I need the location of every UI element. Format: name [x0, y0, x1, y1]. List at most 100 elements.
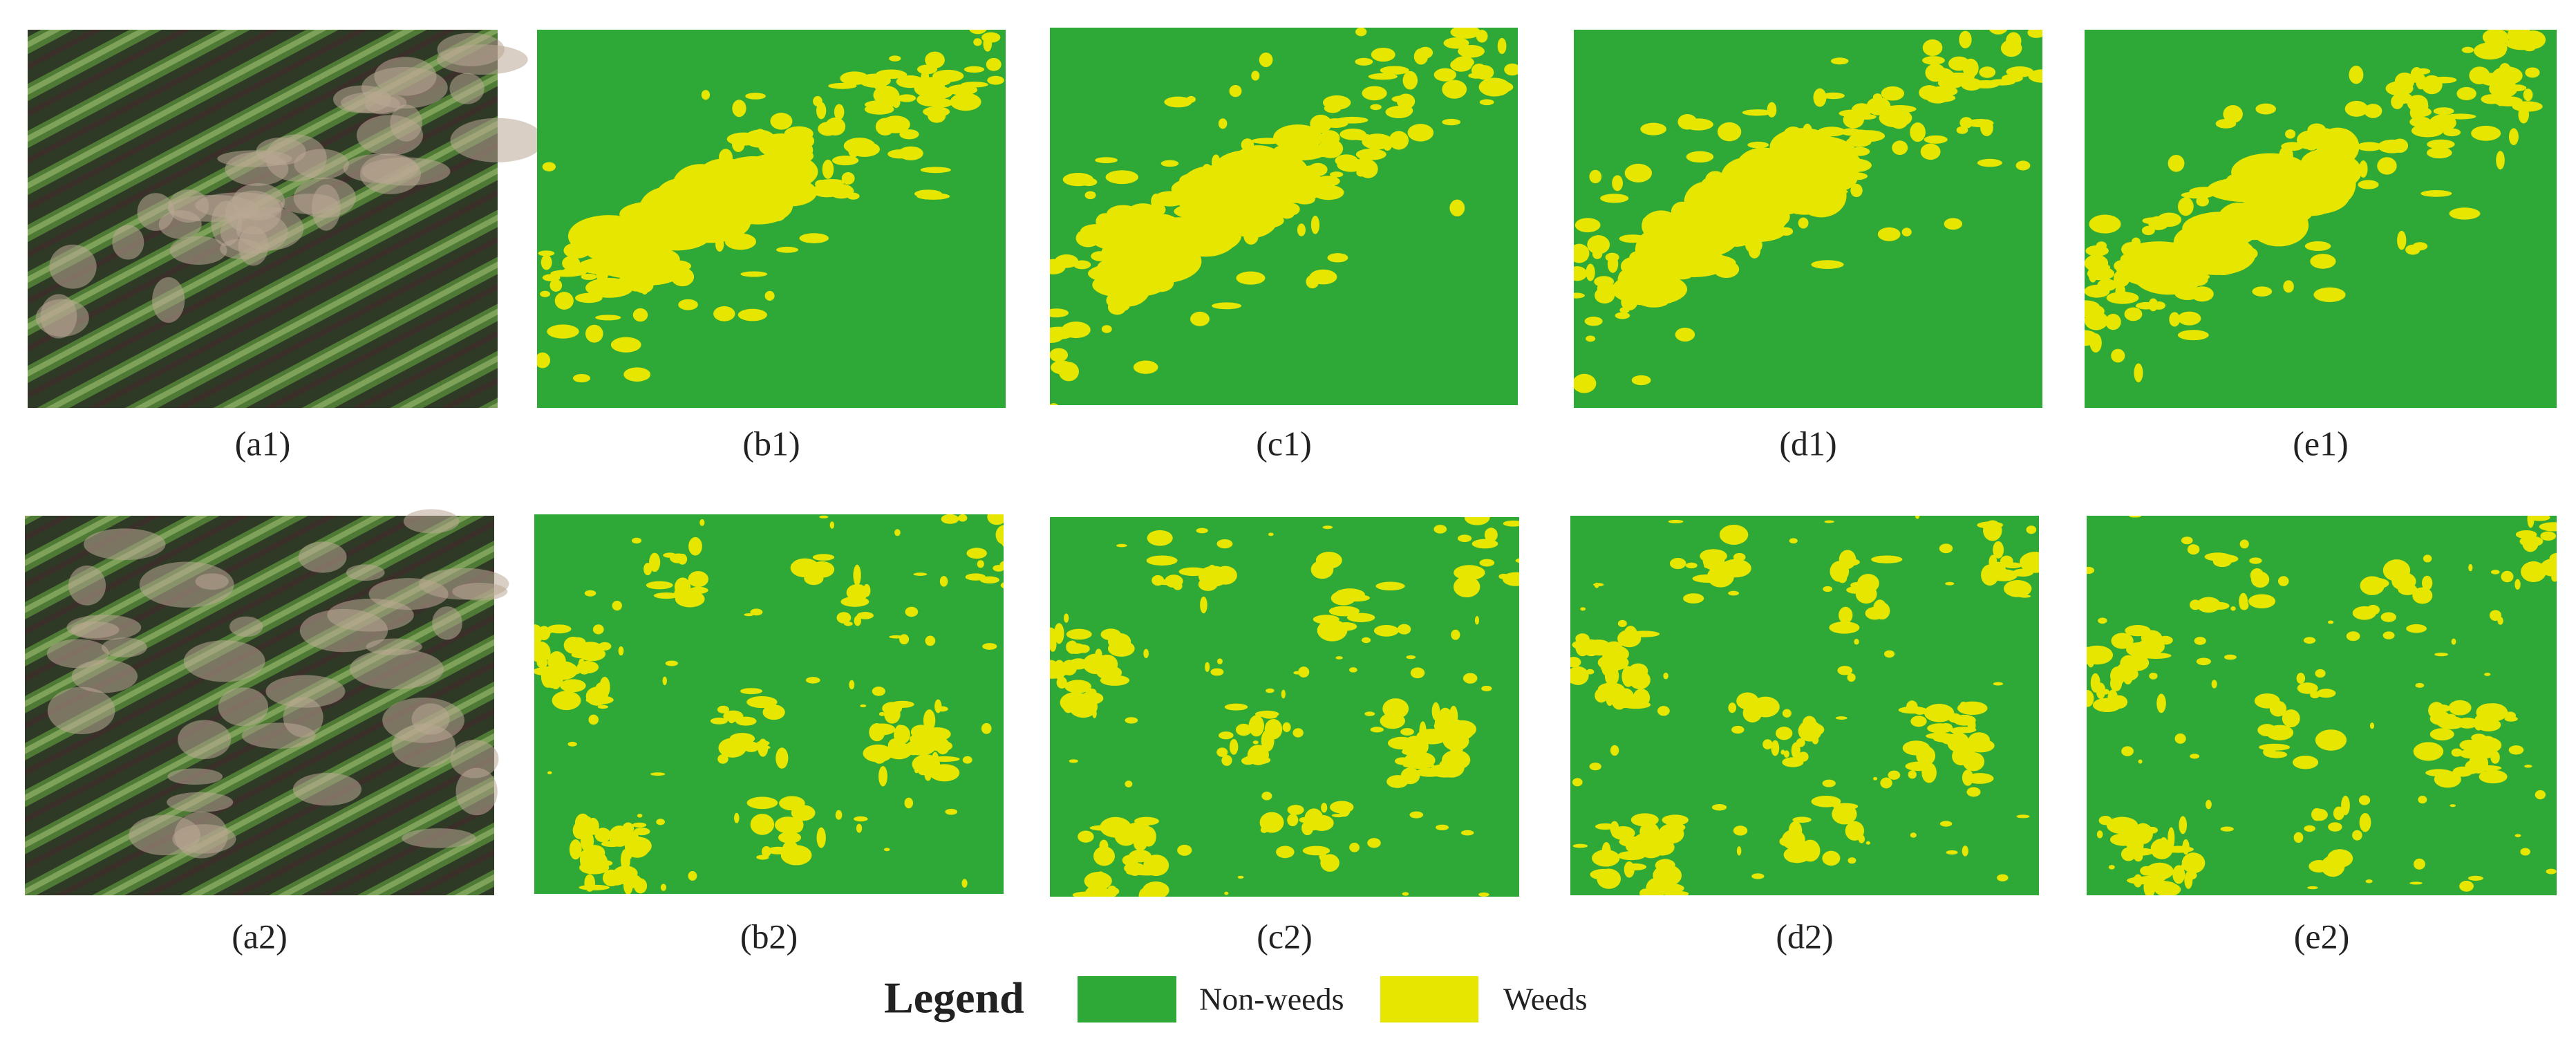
weed-patch — [1207, 564, 1217, 578]
weed-patch — [2168, 827, 2175, 850]
weed-patch — [567, 741, 577, 747]
panel-label: (e1) — [2293, 424, 2349, 463]
weed-patch — [872, 745, 887, 764]
weed-patch — [1711, 804, 1727, 811]
weed-patch — [2239, 247, 2258, 261]
weed-patch — [2449, 207, 2481, 220]
weed-patch — [1402, 71, 1418, 90]
weed-patch — [2169, 312, 2181, 327]
weed-patch — [1464, 517, 1490, 525]
weed-patch — [841, 172, 855, 185]
weed-patch — [1908, 770, 1917, 779]
weed-patch — [1619, 234, 1646, 243]
weed-patch — [2194, 637, 2206, 645]
weed-patch — [864, 100, 895, 109]
weed-patch — [840, 596, 869, 607]
weed-patch — [1629, 671, 1644, 686]
weed-patch — [896, 75, 925, 88]
weed-patch — [2150, 838, 2173, 859]
weed-patch — [975, 15, 1004, 30]
weed-patch — [1979, 66, 1996, 78]
weed-patch — [1728, 590, 1739, 596]
weed-patch — [2525, 67, 2540, 78]
weed-patch — [2125, 256, 2150, 265]
weed-patch — [1812, 736, 1819, 745]
weed-patch — [1218, 118, 1228, 129]
weed-patch — [941, 514, 959, 524]
weed-patch — [2409, 881, 2423, 885]
weed-patch — [2514, 579, 2521, 590]
weed-patch — [1981, 564, 1999, 586]
weed-patch — [1200, 596, 1207, 614]
weed-patch — [2504, 711, 2517, 720]
weed-patch — [2382, 631, 2395, 639]
weed-patch — [1439, 764, 1445, 769]
weed-patch — [599, 860, 613, 866]
weed-patch — [2196, 597, 2221, 613]
weed-patch — [1104, 225, 1147, 249]
panel: (b1) — [537, 15, 1006, 463]
weed-patch — [1229, 84, 1242, 97]
weed-patch — [1105, 170, 1138, 185]
weed-patch — [2397, 230, 2407, 250]
weed-patch — [2398, 583, 2418, 595]
weed-patch — [1966, 773, 1994, 784]
weed-patch — [1001, 535, 1004, 547]
weed-patch — [873, 75, 883, 91]
weed-patch — [632, 822, 647, 828]
weed-patch — [1262, 713, 1278, 719]
bare-soil — [238, 226, 269, 266]
weed-patch — [950, 93, 981, 111]
weed-patch — [947, 84, 978, 95]
weed-patch — [914, 767, 919, 774]
weed-patch — [1962, 846, 1968, 857]
weed-patch — [829, 521, 835, 529]
weed-patch — [575, 292, 603, 303]
weed-patch — [1736, 846, 1742, 856]
weed-patch — [856, 823, 863, 833]
weed-patch — [735, 716, 757, 726]
weed-patch — [1902, 740, 1930, 756]
weed-patch — [1989, 30, 2008, 35]
weed-patch — [1977, 158, 2002, 167]
weed-patch — [1786, 852, 1799, 863]
weed-patches — [537, 15, 1004, 383]
weed-patch — [1075, 229, 1100, 248]
weed-patch — [2177, 311, 2201, 326]
weed-patch — [2364, 104, 2382, 118]
weed-patches — [2085, 30, 2546, 383]
weed-patch — [770, 113, 793, 130]
weed-patch — [2432, 704, 2451, 713]
weed-patch — [732, 100, 746, 118]
bare-soil — [382, 698, 464, 743]
weed-patch — [1373, 138, 1385, 147]
weed-patch — [1287, 805, 1304, 815]
weed-patch — [2461, 46, 2474, 53]
weed-patch — [966, 548, 987, 559]
weed-patch — [750, 608, 763, 616]
weed-patch — [1675, 327, 1695, 342]
weed-patch — [843, 622, 853, 626]
weed-patch — [1062, 660, 1078, 676]
weed-patch — [2377, 157, 2397, 175]
weed-patch — [1481, 685, 1492, 691]
bare-soil — [294, 149, 349, 180]
weed-patch — [1612, 175, 1624, 192]
weed-patch — [1877, 227, 1901, 241]
weed-patch — [2085, 254, 2109, 272]
bare-soil — [35, 299, 89, 337]
weed-patch — [597, 704, 609, 709]
bare-soil — [311, 184, 341, 231]
weed-patch — [1717, 122, 1742, 142]
weed-patch — [1594, 243, 1603, 250]
panel: (c1) — [1050, 28, 1518, 463]
weed-patch — [2523, 88, 2533, 102]
weed-patch — [1851, 103, 1872, 118]
weed-patch — [1138, 888, 1149, 897]
weed-patch — [904, 797, 914, 809]
weed-patch — [1407, 124, 1434, 142]
weed-patch — [1458, 534, 1472, 543]
weed-patch — [1883, 105, 1917, 113]
weed-patch — [1922, 39, 1943, 57]
weed-patch — [1663, 890, 1689, 895]
